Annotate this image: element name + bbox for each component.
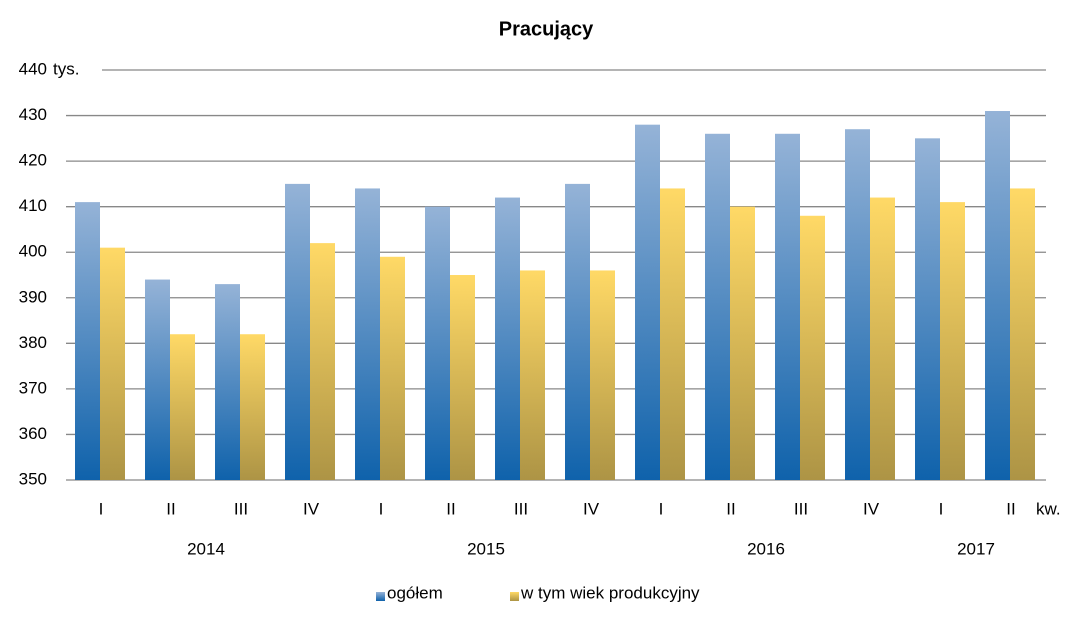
x-tick-label: I — [379, 499, 384, 518]
bar — [425, 206, 450, 480]
bar — [145, 279, 170, 480]
bar — [985, 111, 1010, 480]
bar — [870, 197, 895, 481]
y-unit: tys. — [53, 59, 79, 78]
bar — [800, 215, 825, 480]
x-tick-label: II — [726, 499, 735, 518]
bar — [215, 284, 240, 480]
bar — [940, 202, 965, 480]
bar — [495, 197, 520, 481]
x-tick-label: I — [99, 499, 104, 518]
y-tick-label: 440 — [19, 59, 47, 78]
bar — [100, 247, 125, 480]
bar — [170, 334, 195, 480]
bar — [730, 206, 755, 480]
bar — [75, 202, 100, 480]
x-tick-label: III — [514, 499, 528, 518]
bar — [1010, 188, 1035, 480]
group-label: 2015 — [467, 539, 505, 558]
bar — [635, 124, 660, 481]
y-tick-label: 400 — [19, 242, 47, 261]
y-tick-label: 370 — [19, 378, 47, 397]
y-tick-label: 430 — [19, 105, 47, 124]
x-tick-label: III — [794, 499, 808, 518]
legend-swatch — [510, 592, 519, 601]
x-tick-label: II — [446, 499, 455, 518]
bar — [520, 270, 545, 480]
x-tick-label: II — [1006, 499, 1015, 518]
legend-swatch — [376, 592, 385, 601]
x-tick-label: IV — [863, 499, 880, 518]
group-label: 2014 — [187, 539, 225, 558]
x-tick-label: I — [659, 499, 664, 518]
bar — [845, 129, 870, 480]
bar — [775, 133, 800, 480]
bar — [310, 243, 335, 480]
y-tick-label: 350 — [19, 469, 47, 488]
y-tick-label: 380 — [19, 333, 47, 352]
bar — [240, 334, 265, 480]
bar — [285, 183, 310, 480]
y-tick-label: 360 — [19, 424, 47, 443]
x-tick-label: I — [939, 499, 944, 518]
y-tick-label: 410 — [19, 196, 47, 215]
group-label: 2017 — [957, 539, 995, 558]
bar — [380, 256, 405, 480]
x-tick-label: III — [234, 499, 248, 518]
legend-label: ogółem — [387, 583, 443, 602]
x-tick-label: IV — [303, 499, 320, 518]
bar — [915, 138, 940, 481]
bar — [565, 183, 590, 480]
x-tick-label: IV — [583, 499, 600, 518]
bar — [705, 133, 730, 480]
bar — [450, 275, 475, 480]
bar — [590, 270, 615, 480]
bar — [355, 188, 380, 480]
y-tick-label: 420 — [19, 151, 47, 170]
chart-title: Pracujący — [499, 18, 594, 40]
legend-label: w tym wiek produkcyjny — [520, 583, 700, 602]
group-label: 2016 — [747, 539, 785, 558]
x-tick-label: II — [166, 499, 175, 518]
y-tick-label: 390 — [19, 287, 47, 306]
x-unit: kw. — [1036, 499, 1061, 518]
bar — [660, 188, 685, 480]
